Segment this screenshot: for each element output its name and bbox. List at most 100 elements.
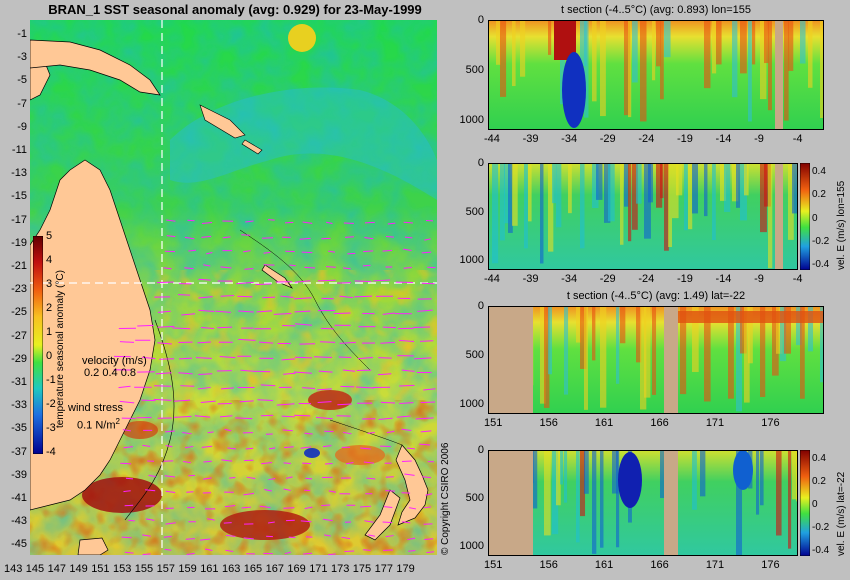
section-stripe: [680, 306, 687, 395]
velocity-legend-values: 0.2 0.4 0.8: [84, 367, 136, 379]
velocity-arrow: [188, 249, 196, 252]
map-lat-tick-label: -35: [11, 422, 27, 435]
section-stripe: [612, 450, 619, 494]
velocity-arrow: [362, 549, 371, 551]
velocity-arrow: [224, 505, 236, 508]
velocity-arrow: [263, 251, 271, 254]
section-stripe: [568, 163, 572, 214]
section-x-tick-label: -24: [638, 273, 655, 285]
section-stripe: [748, 20, 752, 122]
section-stripe: [544, 450, 551, 536]
section-depth-tick-label: 500: [465, 205, 484, 218]
section-stripe: [752, 20, 756, 65]
bathymetry-mask: [488, 450, 533, 556]
map-lon-tick-label: 165: [243, 563, 263, 575]
bathymetry-mask: [664, 450, 678, 556]
section-stripe: [656, 163, 663, 208]
section-frame: [488, 163, 798, 270]
velocity-arrow: [396, 415, 411, 418]
velocity-arrow: [326, 221, 333, 224]
velocity-arrow: [318, 370, 333, 373]
velocity-arrow: [185, 538, 195, 540]
velocity-colorbar: [800, 450, 810, 556]
section-stripe: [584, 306, 588, 410]
map-lon-tick-label: 145: [25, 563, 45, 575]
velocity-arrow: [157, 310, 171, 313]
velocity-colorbar-tick-label: -0.4: [812, 259, 830, 270]
velocity-arrow: [164, 475, 176, 478]
map-lon-tick-label: 179: [396, 563, 415, 575]
section-depth-tick-label: 0: [477, 14, 484, 26]
velocity-arrow: [339, 295, 354, 299]
velocity-arrow: [333, 312, 351, 315]
velocity-arrow: [182, 460, 191, 464]
velocity-legend-title: velocity (m/s): [82, 355, 147, 367]
velocity-arrow: [202, 477, 212, 480]
velocity-arrow: [363, 461, 375, 464]
velocity-arrow: [342, 369, 356, 372]
velocity-arrow: [281, 358, 296, 361]
velocity-arrow: [425, 493, 433, 496]
velocity-arrow: [403, 248, 412, 251]
velocity-arrow: [163, 267, 172, 270]
velocity-arrow: [417, 309, 433, 312]
velocity-arrow: [403, 221, 413, 224]
map-colorbar-tick-label: -1: [46, 374, 56, 386]
section-stripe: [760, 20, 767, 100]
section-depth-tick-label: 500: [465, 492, 484, 504]
new-zealand-land: [395, 444, 429, 526]
map-colorbar-tick-label: 0: [46, 350, 53, 362]
velocity-arrow: [366, 477, 376, 480]
section-frame: [488, 20, 824, 130]
section-stripe: [764, 20, 769, 64]
velocity-arrow: [419, 443, 431, 446]
velocity-colorbar-tick-label: 0.4: [812, 453, 826, 464]
section-stripe: [576, 306, 582, 343]
section-stripe: [564, 306, 569, 395]
velocity-arrow: [206, 252, 213, 255]
map-lat-tick-label: -25: [11, 306, 27, 319]
section-stripe: [788, 163, 794, 240]
map-lon-tick-label: 163: [222, 563, 241, 575]
velocity-arrow: [423, 506, 431, 509]
velocity-arrow: [321, 504, 331, 507]
velocity-arrow: [354, 280, 372, 283]
section-stripe: [520, 20, 526, 77]
section-stripe: [656, 20, 661, 67]
wind-stress-title: wind stress: [68, 402, 124, 414]
section-x-tick-label: -19: [676, 273, 693, 285]
velocity-arrow: [304, 506, 313, 510]
velocity-arrow: [153, 398, 172, 401]
section-stripe: [560, 20, 565, 105]
map-lon-tick-label: 173: [331, 563, 350, 575]
velocity-arrow: [221, 459, 233, 462]
sst-anomaly-map: [30, 20, 437, 555]
velocity-arrow: [225, 549, 234, 553]
section-stripe: [720, 163, 727, 201]
section-stripe: [600, 306, 607, 408]
section-stripe: [772, 306, 779, 376]
velocity-arrow: [220, 266, 232, 269]
velocity-arrow: [180, 385, 195, 387]
velocity-arrow: [357, 357, 373, 360]
section-x-tick-label: 166: [650, 417, 669, 429]
section-stripe: [784, 306, 791, 354]
velocity-arrow: [207, 431, 214, 434]
section-stripe: [524, 163, 528, 249]
velocity-arrow: [424, 538, 434, 540]
velocity-arrow: [198, 309, 215, 313]
map-lat-tick-label: -21: [11, 260, 27, 272]
section-stripe: [624, 20, 631, 116]
velocity-arrow: [282, 429, 293, 432]
velocity-arrow: [426, 551, 435, 554]
velocity-arrow: [240, 369, 256, 372]
map-lat-tick-label: -7: [17, 97, 27, 110]
wind-stress-value: 0.1 N/m2: [77, 417, 120, 432]
velocity-arrow: [408, 550, 416, 552]
section-stripe: [504, 163, 511, 224]
section-x-tick-label: -19: [676, 133, 693, 145]
velocity-arrow: [341, 536, 351, 540]
map-colorbar-label: temperature seasonal anomaly (°C): [55, 270, 66, 428]
velocity-arrow: [186, 552, 195, 555]
velocity-arrow: [342, 267, 351, 270]
